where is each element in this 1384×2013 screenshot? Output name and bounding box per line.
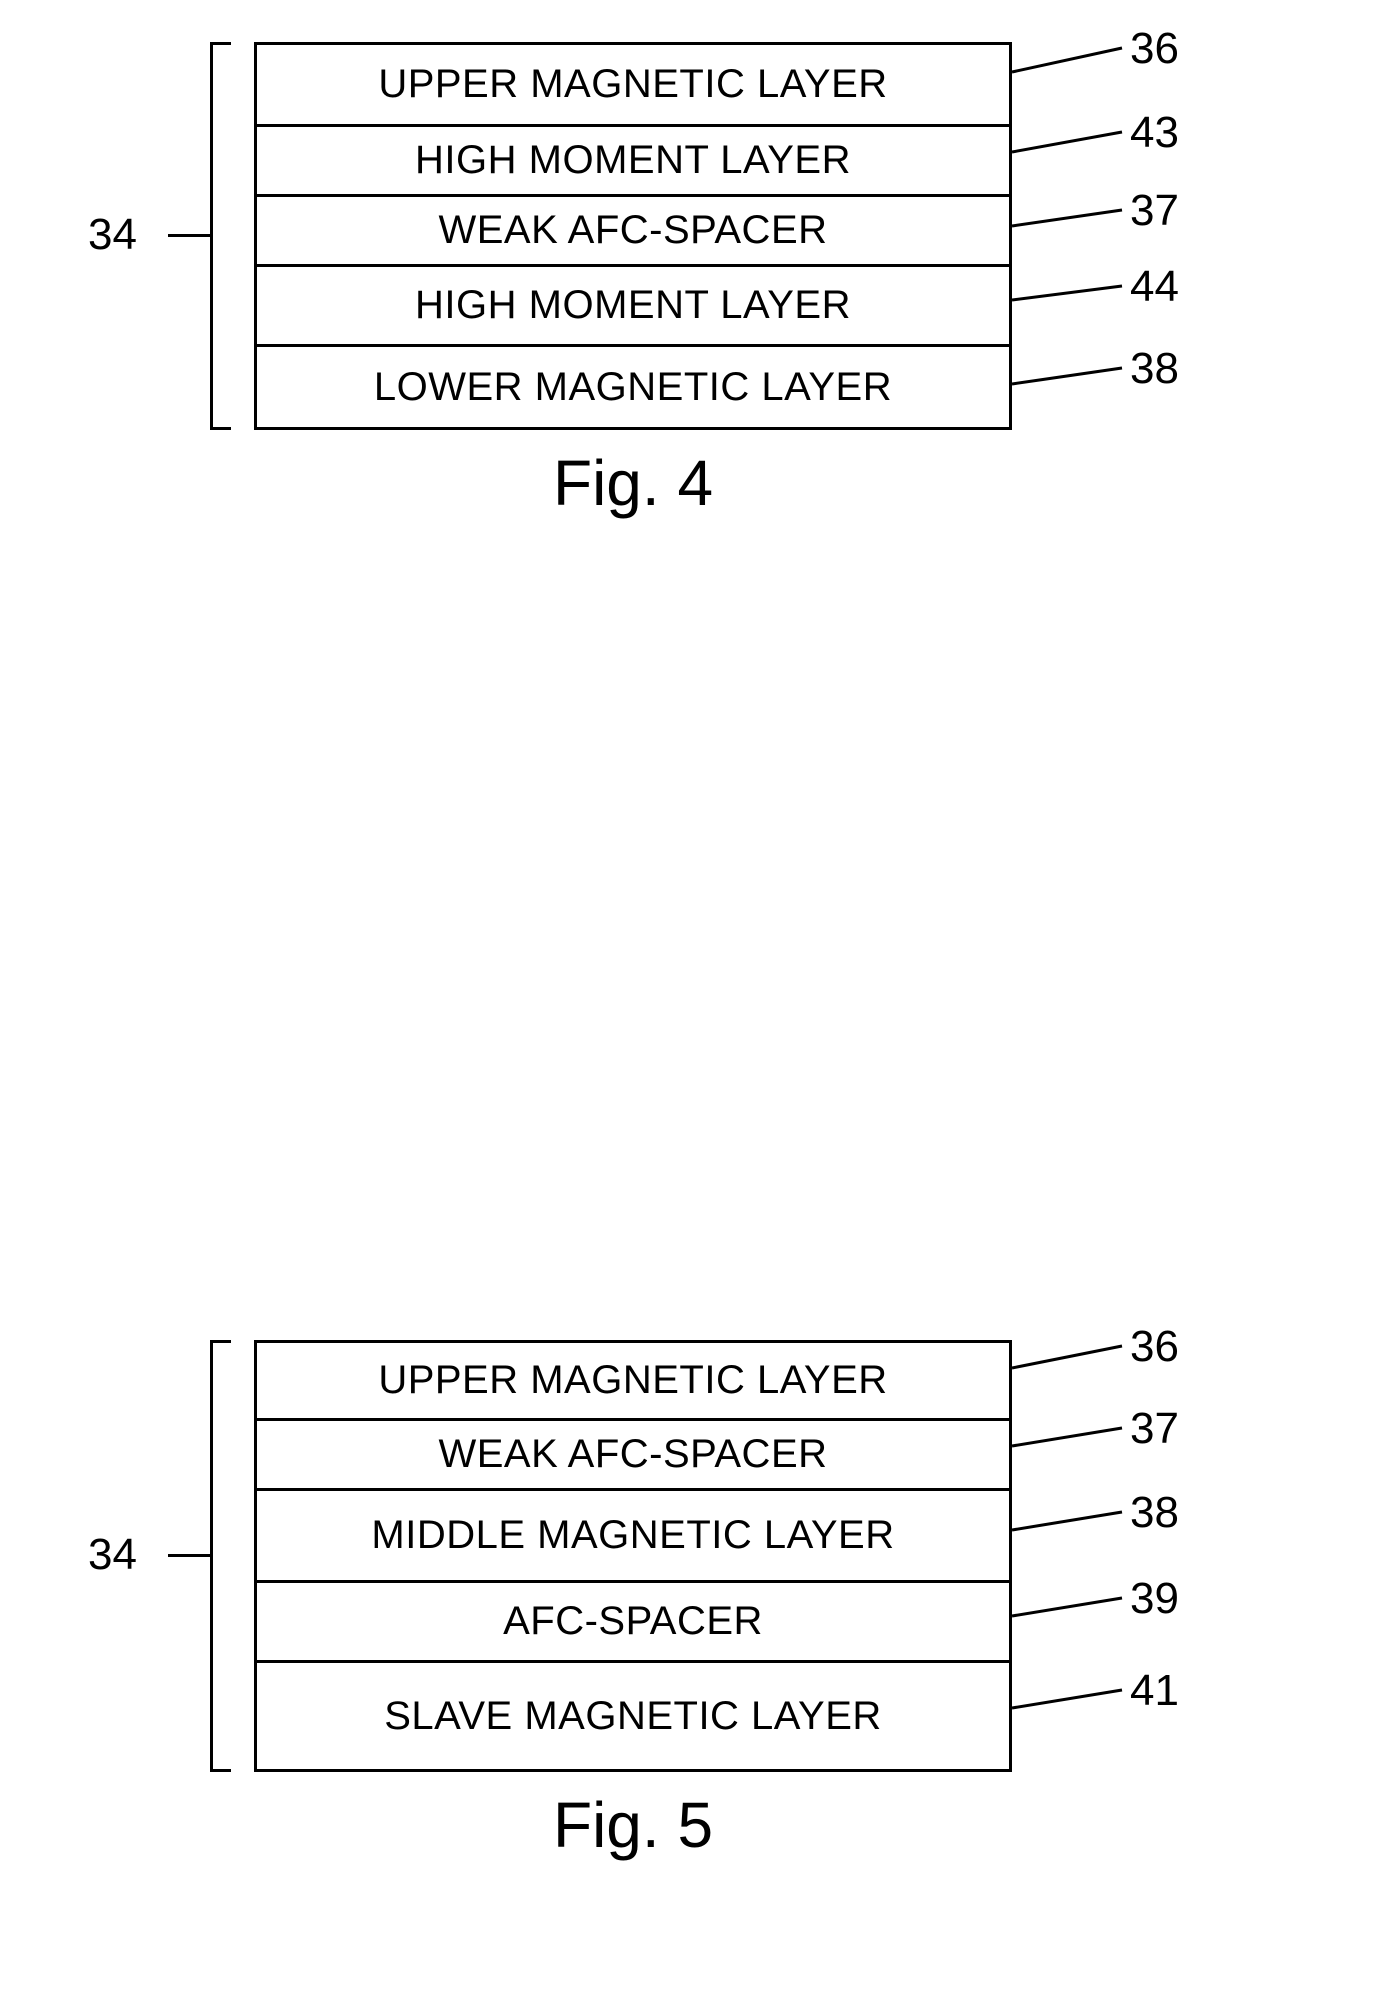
fig5-bracket	[210, 1340, 213, 1772]
fig5-caption: Fig. 5	[254, 1788, 1012, 1862]
fig5-ref-3: 39	[1130, 1574, 1179, 1624]
fig4-bracket	[210, 42, 213, 430]
fig5-layer-4-text: SLAVE MAGNETIC LAYER	[384, 1694, 882, 1739]
fig5-layer-1-text: WEAK AFC-SPACER	[438, 1432, 827, 1477]
fig5-ref-4: 41	[1130, 1666, 1179, 1716]
fig5-group-tick	[168, 1554, 210, 1557]
fig4-ref-3: 44	[1130, 262, 1179, 312]
fig5-layer-0: UPPER MAGNETIC LAYER	[257, 1343, 1009, 1421]
fig4-layer-0-text: UPPER MAGNETIC LAYER	[378, 62, 887, 107]
fig5-ref-1: 37	[1130, 1404, 1179, 1454]
fig5-layer-1: WEAK AFC-SPACER	[257, 1421, 1009, 1491]
fig5-ref-0: 36	[1130, 1322, 1179, 1372]
fig5-layer-3: AFC-SPACER	[257, 1583, 1009, 1663]
fig4-layer-2-text: WEAK AFC-SPACER	[438, 208, 827, 253]
fig4-leaders	[1012, 42, 1142, 442]
fig5-layer-4: SLAVE MAGNETIC LAYER	[257, 1663, 1009, 1769]
fig4-layer-1-text: HIGH MOMENT LAYER	[415, 138, 851, 183]
fig4-layer-3: HIGH MOMENT LAYER	[257, 267, 1009, 347]
fig5-layer-2: MIDDLE MAGNETIC LAYER	[257, 1491, 1009, 1583]
fig5-layer-0-text: UPPER MAGNETIC LAYER	[378, 1358, 887, 1403]
fig4-group-label: 34	[88, 210, 137, 260]
fig4-layer-4-text: LOWER MAGNETIC LAYER	[374, 365, 892, 410]
fig4-caption: Fig. 4	[254, 446, 1012, 520]
fig4-layer-1: HIGH MOMENT LAYER	[257, 127, 1009, 197]
fig4-ref-0: 36	[1130, 24, 1179, 74]
fig4-stack: UPPER MAGNETIC LAYER HIGH MOMENT LAYER W…	[254, 42, 1012, 430]
fig5-leaders	[1012, 1340, 1142, 1790]
fig4-layer-4: LOWER MAGNETIC LAYER	[257, 347, 1009, 427]
fig4-layer-2: WEAK AFC-SPACER	[257, 197, 1009, 267]
fig5-stack: UPPER MAGNETIC LAYER WEAK AFC-SPACER MID…	[254, 1340, 1012, 1772]
fig4-group-tick	[168, 234, 210, 237]
fig4-layer-3-text: HIGH MOMENT LAYER	[415, 283, 851, 328]
fig4-ref-4: 38	[1130, 344, 1179, 394]
fig4-ref-2: 37	[1130, 186, 1179, 236]
fig4-ref-1: 43	[1130, 108, 1179, 158]
fig4-layer-0: UPPER MAGNETIC LAYER	[257, 45, 1009, 127]
fig5-group-label: 34	[88, 1530, 137, 1580]
fig5-ref-2: 38	[1130, 1488, 1179, 1538]
fig5-layer-3-text: AFC-SPACER	[503, 1599, 763, 1644]
fig5-layer-2-text: MIDDLE MAGNETIC LAYER	[371, 1513, 894, 1558]
